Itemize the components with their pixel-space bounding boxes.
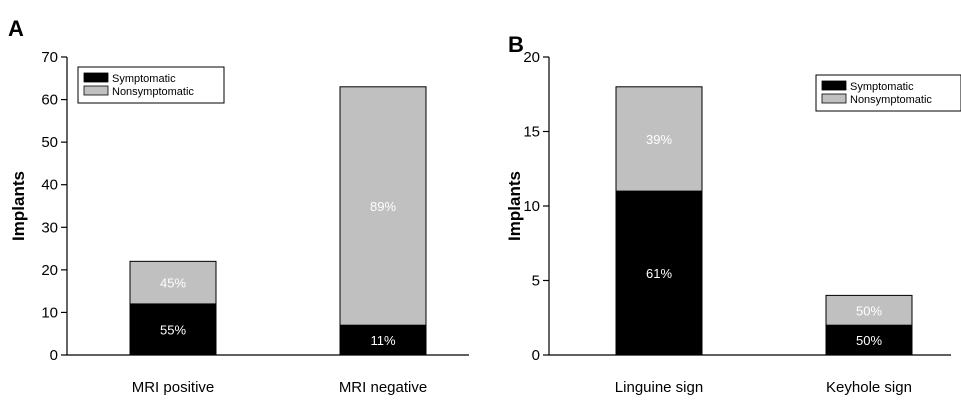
category-label: MRI negative [339,379,427,396]
legend-label: Nonsymptomatic [112,86,194,98]
legend-swatch-symptomatic [821,80,847,91]
chart-panel-b: B 0 5 10 15 20 Implants 61% 39% Linguine sign 50%… [505,32,961,396]
bar-segment-nonsymptomatic [825,294,913,326]
y-tick-label: 5 [532,273,540,290]
legend-label: Symptomatic [112,73,176,85]
category-label: MRI positive [132,379,215,396]
bar-segment-nonsymptomatic [339,86,427,326]
bar-segment-nonsymptomatic [615,86,703,192]
y-tick-label: 15 [523,124,540,141]
bar-percent-label: 45% [160,276,186,291]
bar-segment-symptomatic [615,190,703,356]
bar-percent-label: 55% [160,322,186,337]
y-tick-label: 20 [41,262,58,279]
y-tick-label: 10 [523,198,540,215]
bar-segment-symptomatic [825,324,913,356]
bar-percent-label: 39% [646,132,672,147]
y-tick-label: 10 [41,304,58,321]
y-axis-label: Implants [9,171,28,241]
legend-swatch-symptomatic [83,72,109,83]
y-tick-label: 30 [41,219,58,236]
legend-swatch-nonsymptomatic [83,85,109,96]
bar-percent-label: 50% [856,333,882,348]
legend-swatch-nonsymptomatic [821,93,847,104]
y-tick-label: 0 [532,347,540,364]
bar-segment-nonsymptomatic [129,260,217,305]
chart-panel-a: A 0 10 20 30 40 50 60 70 Implants 55% 45% MRI posit… [8,16,469,396]
category-label: Keyhole sign [826,379,912,396]
legend-label: Nonsymptomatic [850,94,932,106]
category-label: Linguine sign [615,379,703,396]
panel-letter-a: A [8,16,24,41]
bar-percent-label: 50% [856,303,882,318]
y-tick-label: 40 [41,177,58,194]
legend-label: Symptomatic [850,81,914,93]
panel-letter-b: B [508,32,524,57]
y-tick-label: 70 [41,49,58,66]
bar-percent-label: 89% [370,199,396,214]
y-tick-label: 0 [50,347,58,364]
bar-percent-label: 11% [370,333,395,348]
y-axis-label: Implants [505,171,524,241]
y-tick-label: 20 [523,49,540,66]
y-tick-label: 60 [41,92,58,109]
y-tick-label: 50 [41,134,58,151]
bar-segment-symptomatic [129,303,217,356]
bar-percent-label: 61% [646,266,672,281]
